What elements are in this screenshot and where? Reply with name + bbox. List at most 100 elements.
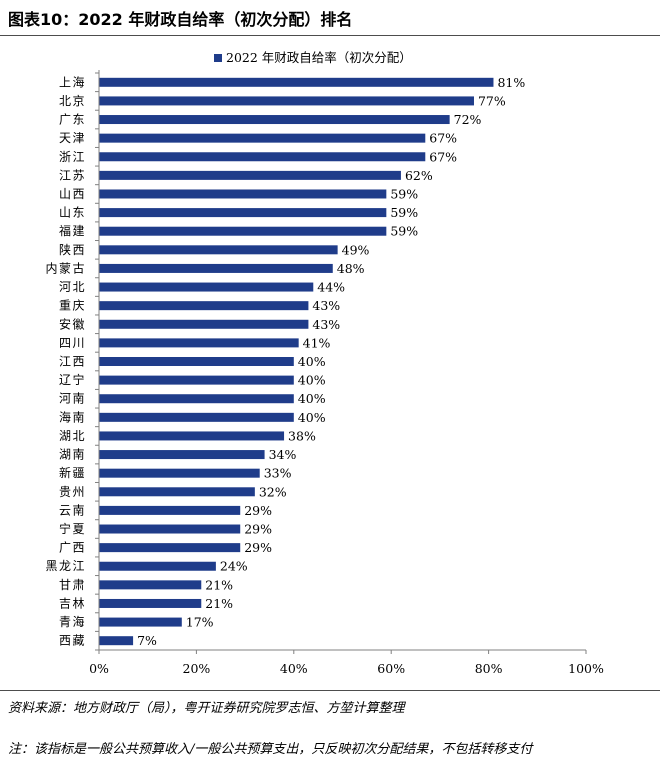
data-label: 21% bbox=[205, 596, 233, 611]
category-label: 贵州 bbox=[59, 485, 86, 499]
data-label: 48% bbox=[337, 261, 365, 276]
bar bbox=[99, 431, 285, 441]
bar bbox=[99, 524, 241, 534]
category-label: 浙江 bbox=[59, 150, 86, 164]
category-label: 重庆 bbox=[59, 299, 86, 313]
bar bbox=[99, 636, 134, 646]
bar bbox=[99, 487, 255, 497]
bar bbox=[99, 152, 426, 162]
category-label: 上海 bbox=[59, 74, 86, 89]
category-label: 广西 bbox=[59, 541, 86, 555]
data-label: 41% bbox=[303, 335, 331, 350]
data-label: 43% bbox=[312, 317, 340, 332]
x-tick-label: 0% bbox=[89, 661, 109, 676]
category-label: 湖北 bbox=[59, 428, 86, 443]
category-label: 吉林 bbox=[59, 596, 86, 610]
category-label: 广东 bbox=[59, 113, 86, 127]
bar bbox=[99, 226, 387, 236]
data-label: 38% bbox=[288, 428, 316, 443]
category-label: 海南 bbox=[59, 409, 86, 424]
bar bbox=[99, 580, 202, 590]
category-label: 甘肃 bbox=[59, 578, 86, 592]
bar bbox=[99, 357, 294, 366]
legend-label: 2022 年财政自给率（初次分配） bbox=[226, 50, 412, 65]
bar bbox=[99, 617, 182, 627]
data-label: 43% bbox=[312, 298, 340, 313]
data-label: 59% bbox=[390, 186, 418, 201]
data-label: 34% bbox=[269, 447, 297, 462]
bar bbox=[99, 170, 401, 180]
x-tick-label: 20% bbox=[183, 661, 211, 676]
category-label: 四川 bbox=[59, 336, 86, 350]
category-label: 河南 bbox=[59, 391, 86, 406]
category-label: 山西 bbox=[59, 187, 86, 201]
category-label: 北京 bbox=[59, 94, 86, 108]
bar bbox=[99, 133, 426, 143]
data-label: 59% bbox=[390, 224, 418, 239]
legend: 2022 年财政自给率（初次分配） bbox=[214, 50, 412, 65]
x-tick-label: 80% bbox=[475, 661, 503, 676]
category-label: 安徽 bbox=[59, 316, 86, 331]
data-label: 29% bbox=[244, 503, 272, 518]
bar bbox=[99, 282, 314, 292]
category-label: 西藏 bbox=[59, 634, 86, 648]
data-label: 81% bbox=[497, 75, 525, 90]
bar bbox=[99, 189, 387, 199]
category-label: 青海 bbox=[59, 614, 86, 629]
data-label: 29% bbox=[244, 522, 272, 537]
x-tick-label: 60% bbox=[377, 661, 405, 676]
axes-group: 0% 20% 40% 60% 80% 100% bbox=[89, 70, 604, 676]
category-label: 内蒙古 bbox=[45, 260, 86, 275]
bar bbox=[99, 468, 260, 478]
data-label: 72% bbox=[454, 112, 482, 127]
bar bbox=[99, 505, 241, 515]
bar bbox=[99, 319, 309, 329]
category-label: 河北 bbox=[59, 280, 86, 294]
category-label: 新疆 bbox=[59, 465, 86, 480]
footnote: 注：该指标是一般公共预算收入/一般公共预算支出，只反映初次分配结果，不包括转移支… bbox=[8, 742, 533, 757]
data-label: 49% bbox=[342, 242, 370, 257]
bar bbox=[99, 561, 216, 571]
data-label: 62% bbox=[405, 168, 433, 183]
data-label: 32% bbox=[259, 484, 287, 499]
data-label: 59% bbox=[390, 205, 418, 220]
data-label: 40% bbox=[298, 410, 326, 425]
category-label: 黑龙江 bbox=[45, 559, 86, 573]
category-label: 湖南 bbox=[59, 447, 86, 462]
chart-title: 图表10：2022 年财政自给率（初次分配）排名 bbox=[8, 10, 353, 29]
bar bbox=[99, 598, 202, 608]
bar bbox=[99, 375, 294, 385]
title-rule bbox=[0, 35, 660, 36]
bar bbox=[99, 96, 474, 106]
legend-swatch bbox=[214, 54, 222, 62]
bar bbox=[99, 301, 309, 311]
data-label: 67% bbox=[429, 131, 457, 146]
category-label: 江西 bbox=[59, 355, 86, 369]
data-label: 44% bbox=[317, 280, 345, 295]
bar bbox=[99, 263, 333, 273]
bar bbox=[99, 77, 494, 87]
category-label: 云南 bbox=[59, 502, 86, 517]
x-tick-label: 40% bbox=[280, 661, 308, 676]
data-label: 7% bbox=[137, 633, 157, 648]
bar bbox=[99, 245, 338, 255]
bar bbox=[99, 115, 450, 125]
category-label: 江苏 bbox=[59, 168, 86, 182]
category-label: 天津 bbox=[59, 131, 86, 145]
data-label: 33% bbox=[264, 466, 292, 481]
bar bbox=[99, 450, 265, 460]
category-label: 山东 bbox=[59, 206, 86, 220]
data-label: 40% bbox=[298, 354, 326, 369]
category-label: 辽宁 bbox=[59, 372, 86, 387]
category-label: 宁夏 bbox=[59, 521, 86, 536]
bar bbox=[99, 208, 387, 218]
data-label: 17% bbox=[186, 615, 214, 630]
source-note: 资料来源：地方财政厅（局），粤开证券研究院罗志恒、方堃计算整理 bbox=[8, 701, 405, 716]
data-label: 77% bbox=[478, 93, 506, 108]
category-label: 福建 bbox=[59, 223, 86, 238]
data-label: 67% bbox=[429, 149, 457, 164]
bar bbox=[99, 338, 299, 348]
data-label: 21% bbox=[205, 577, 233, 592]
bar bbox=[99, 394, 294, 404]
